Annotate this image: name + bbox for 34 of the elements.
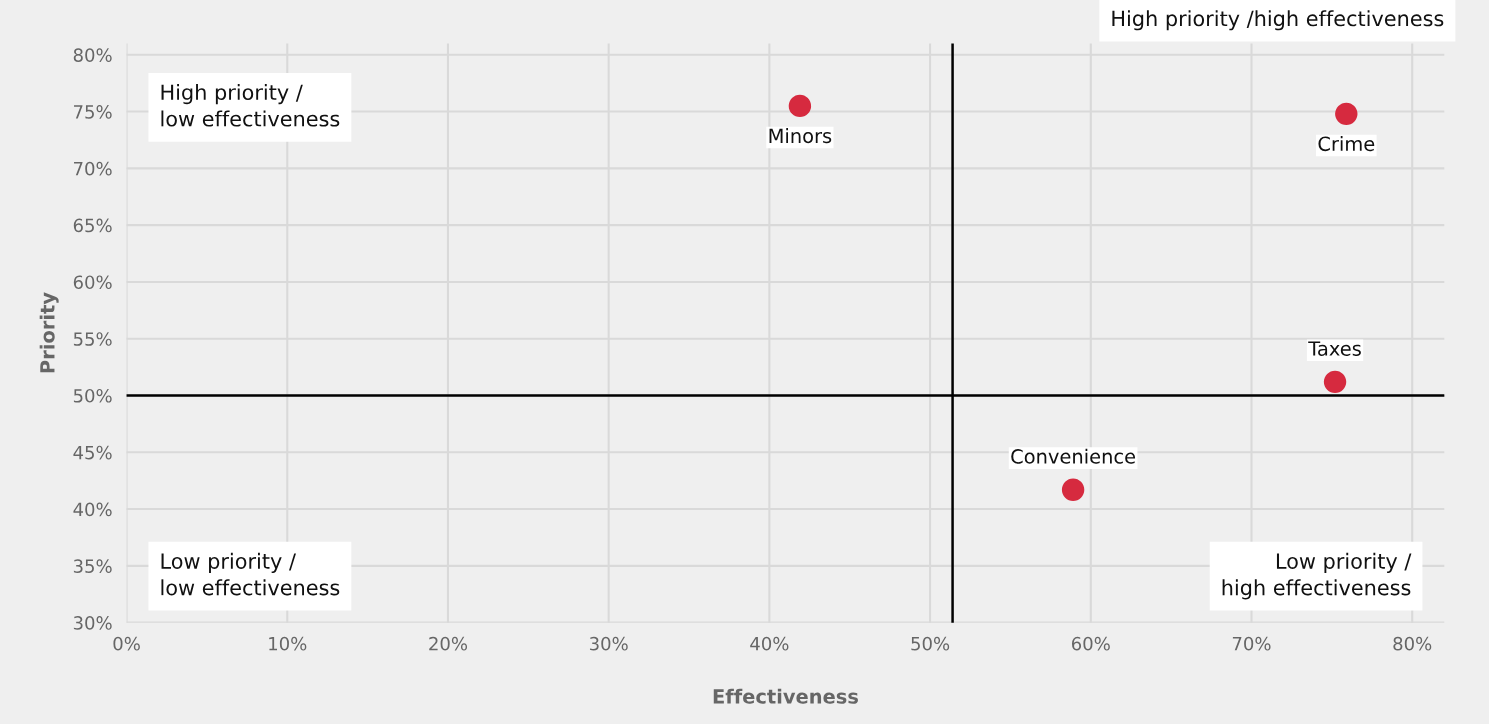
series-label: Crime bbox=[1318, 136, 1375, 152]
y-axis-title: Priority bbox=[39, 292, 59, 373]
y-tick-label: 30% bbox=[73, 616, 112, 630]
x-axis-title: Effectiveness bbox=[713, 688, 858, 704]
y-tick-label: 50% bbox=[73, 388, 112, 403]
point bbox=[788, 94, 812, 118]
annotation: Low priority / high effectiveness bbox=[1222, 552, 1412, 600]
point bbox=[1061, 478, 1085, 501]
y-tick-label: 35% bbox=[73, 559, 112, 573]
y-tick-label: 40% bbox=[73, 502, 112, 517]
point bbox=[1323, 370, 1347, 394]
x-tick-label: 20% bbox=[429, 636, 468, 651]
y-tick-label: 65% bbox=[73, 218, 112, 233]
y-tick-label: 75% bbox=[74, 105, 112, 119]
y-tick-label: 70% bbox=[74, 161, 112, 176]
x-tick-label: 70% bbox=[1232, 636, 1271, 651]
x-tick-label: 10% bbox=[269, 636, 307, 651]
y-tick-label: 60% bbox=[73, 275, 112, 290]
series-label: Convenience bbox=[1011, 448, 1136, 464]
x-tick-label: 0% bbox=[113, 636, 140, 651]
x-tick-label: 30% bbox=[589, 636, 628, 651]
x-tick-label: 80% bbox=[1393, 636, 1432, 651]
point bbox=[1335, 102, 1358, 126]
y-tick-label: 45% bbox=[73, 445, 112, 460]
x-tick-label: 60% bbox=[1071, 636, 1110, 651]
x-tick-label: 50% bbox=[911, 636, 950, 651]
series-label: Minors bbox=[769, 128, 832, 144]
y-tick-label: 80% bbox=[73, 48, 112, 62]
series-label: Taxes bbox=[1308, 341, 1361, 356]
x-tick-label: 40% bbox=[750, 636, 789, 651]
annotation: High priority / low effectiveness bbox=[161, 83, 340, 127]
annotation: Low priority / low effectiveness bbox=[161, 552, 340, 596]
text: High priority /high effectiveness bbox=[1112, 10, 1444, 31]
y-tick-label: 55% bbox=[73, 332, 112, 346]
